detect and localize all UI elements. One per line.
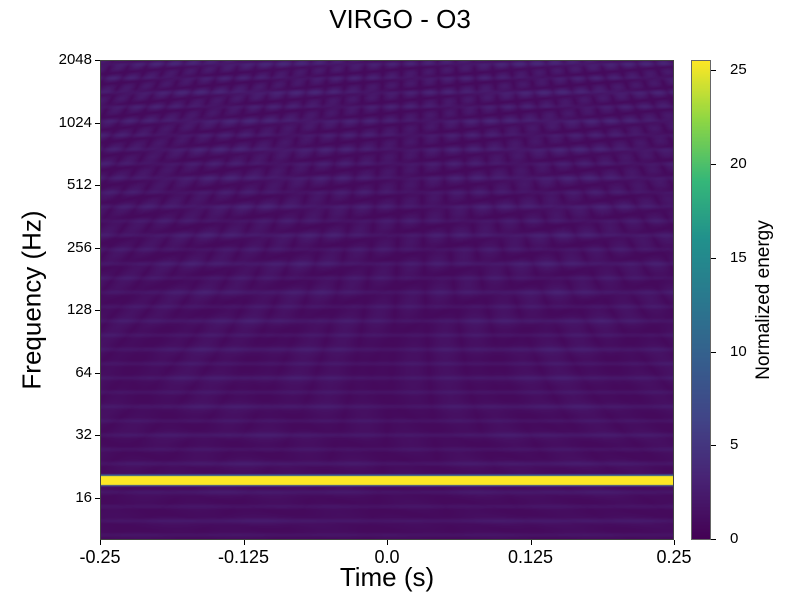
y-tick-label: 1024 — [58, 113, 92, 131]
x-tick-label: 0.25 — [656, 547, 692, 567]
colorbar-tick-label: 10 — [730, 342, 747, 360]
y-tick-mark — [95, 372, 100, 374]
y-tick-mark — [95, 247, 100, 249]
colorbar-tick-mark — [711, 257, 716, 259]
y-tick-label: 512 — [66, 176, 92, 194]
y-tick-label: 256 — [66, 238, 92, 256]
colorbar-tick-label: 15 — [730, 248, 747, 266]
y-tick-label: 128 — [66, 301, 92, 319]
y-axis-label: Frequency (Hz) — [16, 210, 47, 390]
y-tick-mark — [95, 122, 100, 124]
y-tick-mark — [95, 60, 100, 61]
x-tick-mark — [530, 540, 532, 545]
x-tick-mark — [243, 540, 245, 545]
colorbar-tick-mark — [711, 351, 716, 353]
x-tick-mark — [100, 540, 101, 545]
x-tick-label: 0.125 — [507, 547, 554, 567]
chart-title: VIRGO - O3 — [329, 4, 471, 34]
x-axis-label: Time (s) — [339, 562, 435, 592]
colorbar-tick-mark — [711, 445, 716, 447]
y-tick-mark — [95, 497, 100, 499]
x-tick-mark — [674, 540, 675, 545]
x-tick-label: 0.0 — [374, 547, 400, 567]
y-tick-mark — [95, 185, 100, 187]
colorbar — [691, 60, 711, 540]
y-tick-label: 2048 — [58, 51, 92, 68]
y-tick-label: 16 — [75, 488, 92, 506]
y-tick-mark — [95, 310, 100, 312]
colorbar-tick-mark — [711, 164, 716, 166]
spectrogram-plot-area — [100, 60, 674, 540]
y-tick-label: 64 — [75, 363, 92, 381]
colorbar-tick-mark — [711, 539, 716, 540]
colorbar-tick-label: 5 — [730, 436, 739, 454]
spectrogram-heatmap — [100, 60, 674, 540]
colorbar-tick-mark — [711, 70, 716, 72]
colorbar-tick-label: 25 — [730, 61, 747, 79]
colorbar-tick-label: 0 — [730, 530, 739, 547]
colorbar-gradient — [692, 61, 710, 539]
x-tick-label: -0.25 — [79, 547, 121, 567]
y-tick-label: 32 — [75, 426, 92, 444]
colorbar-tick-label: 20 — [730, 155, 747, 173]
x-tick-label: -0.125 — [217, 547, 270, 567]
y-tick-mark — [95, 435, 100, 437]
colorbar-label: Normalized energy — [753, 220, 774, 380]
x-tick-mark — [387, 540, 388, 545]
